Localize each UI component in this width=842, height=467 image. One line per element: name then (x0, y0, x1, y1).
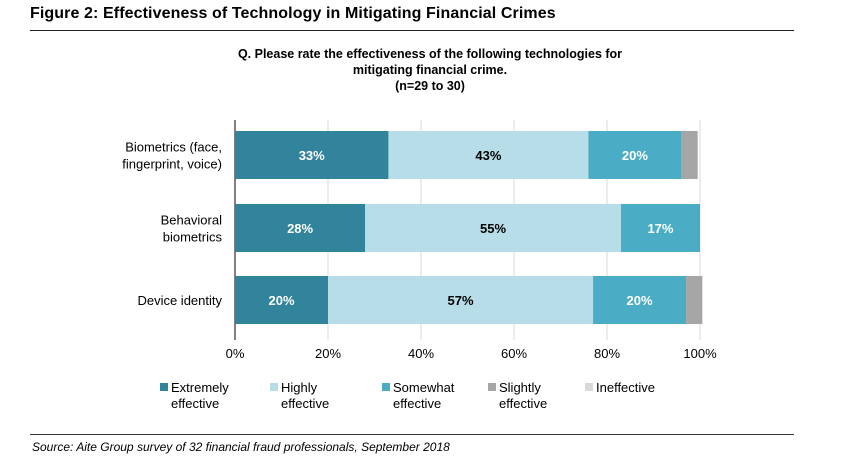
legend-swatch (585, 383, 593, 391)
bar-segment (620, 204, 700, 252)
bar-segment (593, 276, 687, 324)
data-label: 20% (627, 293, 653, 308)
chart-title-line-1: Q. Please rate the effectiveness of the … (237, 47, 623, 61)
bar-segment (328, 276, 594, 324)
data-label: 57% (448, 293, 474, 308)
legend-label: Slightly (499, 380, 541, 395)
category-label: fingerprint, voice) (122, 157, 222, 172)
legend-label: effective (393, 396, 441, 411)
category-label: Biometrics (face, (125, 140, 222, 155)
category-label: biometrics (163, 230, 223, 245)
x-tick-label: 20% (315, 346, 341, 361)
chart-title-line-2: mitigating financial crime. (352, 63, 508, 77)
bar-segment (235, 204, 366, 252)
data-label: 33% (299, 148, 325, 163)
bar-segment (686, 276, 703, 324)
data-label: 17% (647, 221, 673, 236)
data-label: 55% (480, 221, 506, 236)
chart-title-line-3: (n=29 to 30) (395, 79, 465, 93)
x-tick-label: 80% (594, 346, 620, 361)
data-label: 20% (622, 148, 648, 163)
legend-swatch (160, 383, 168, 391)
bar-segment (235, 276, 328, 324)
legend-label: Extremely (171, 380, 229, 395)
data-label: 20% (268, 293, 294, 308)
category-label: Device identity (137, 293, 222, 308)
legend-label: Somewhat (393, 380, 455, 395)
data-label: 28% (287, 221, 313, 236)
legend-label: effective (281, 396, 329, 411)
data-label: 43% (475, 148, 501, 163)
figure-title: Figure 2: Effectiveness of Technology in… (30, 5, 556, 22)
bar-segment (588, 131, 682, 179)
legend-label: Ineffective (596, 380, 655, 395)
legend-swatch (382, 383, 390, 391)
bar-segment (365, 204, 621, 252)
top-rule (30, 30, 794, 31)
x-tick-label: 0% (226, 346, 245, 361)
bottom-rule (30, 434, 794, 435)
legend-label: effective (171, 396, 219, 411)
legend-label: effective (499, 396, 547, 411)
legend-label: Highly (281, 380, 318, 395)
chart-title: Q. Please rate the effectiveness of the … (180, 46, 680, 94)
x-tick-label: 40% (408, 346, 434, 361)
legend-swatch (488, 383, 496, 391)
category-label: Behavioral (161, 213, 223, 228)
x-tick-label: 100% (683, 346, 717, 361)
bar-segment (235, 131, 389, 179)
x-tick-label: 60% (501, 346, 527, 361)
figure-source: Source: Aite Group survey of 32 financia… (32, 440, 450, 454)
bar-segment (388, 131, 589, 179)
bar-segment (681, 131, 698, 179)
legend-swatch (270, 383, 278, 391)
